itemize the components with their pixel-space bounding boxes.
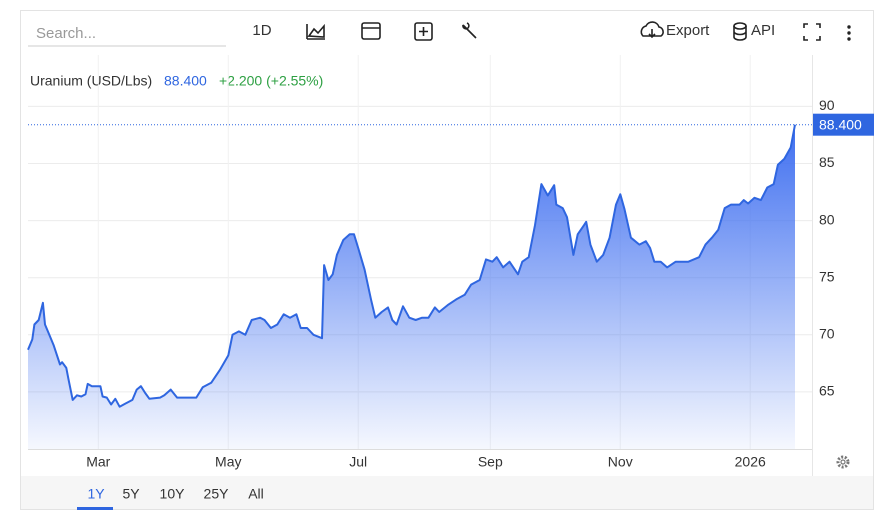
x-tick-label: May — [215, 454, 241, 470]
last-price-box — [813, 113, 874, 136]
series-name: Uranium (USD/Lbs) — [30, 73, 152, 89]
compare-icon-plus — [419, 27, 428, 36]
export-button[interactable]: Export — [666, 22, 710, 39]
x-tick-label: Jul — [349, 454, 367, 470]
range-button[interactable]: 10Y — [160, 486, 186, 502]
calendar-icon[interactable] — [361, 22, 381, 40]
range-button[interactable]: 5Y — [122, 486, 140, 502]
x-tick-label: Nov — [608, 454, 633, 470]
y-tick-label: 70 — [819, 326, 835, 342]
dot — [847, 37, 851, 41]
range-button[interactable]: All — [248, 486, 264, 502]
search-box[interactable]: Search... — [36, 25, 96, 42]
series-price: 88.400 — [164, 73, 207, 89]
y-tick-label: 65 — [819, 383, 835, 399]
x-tick-label: Mar — [86, 454, 110, 470]
interval-button[interactable]: 1D — [252, 22, 271, 39]
plot: 65 70 75 80 85 90 Mar May Jul Sep Nov 2026 88.400 — [27, 55, 874, 476]
api-icon-body — [733, 26, 747, 41]
active-range-underline — [77, 507, 113, 510]
series-change: +2.200 (+2.55%) — [219, 73, 323, 89]
last-price-label: 88.400 — [819, 116, 862, 132]
settings-icon[interactable] — [462, 22, 477, 39]
api-button[interactable]: API — [751, 22, 775, 39]
chart-type-icon[interactable] — [306, 23, 325, 40]
export-icon[interactable] — [640, 21, 664, 39]
area-fill — [28, 124, 795, 449]
more-icon[interactable] — [847, 25, 851, 41]
gear-icon-center — [840, 459, 846, 465]
y-tick-label: 75 — [819, 268, 835, 284]
range-bar — [21, 476, 873, 509]
price-line — [27, 124, 796, 408]
toolbar-icons[interactable] — [306, 21, 821, 41]
dot — [847, 31, 851, 35]
x-tick-label: Sep — [478, 454, 503, 470]
range-buttons: 1Y 5Y 10Y 25Y All — [77, 486, 264, 510]
dot — [847, 25, 851, 29]
y-tick-label: 90 — [819, 97, 835, 113]
y-tick-label: 80 — [819, 211, 835, 227]
range-button[interactable]: 1Y — [87, 486, 105, 502]
gear-icon[interactable] — [836, 455, 850, 469]
y-tick-label: 85 — [819, 154, 835, 170]
compare-icon[interactable] — [414, 22, 433, 41]
x-tick-label: 2026 — [735, 454, 766, 470]
fullscreen-icon[interactable] — [803, 23, 821, 41]
range-button[interactable]: 25Y — [204, 486, 230, 502]
